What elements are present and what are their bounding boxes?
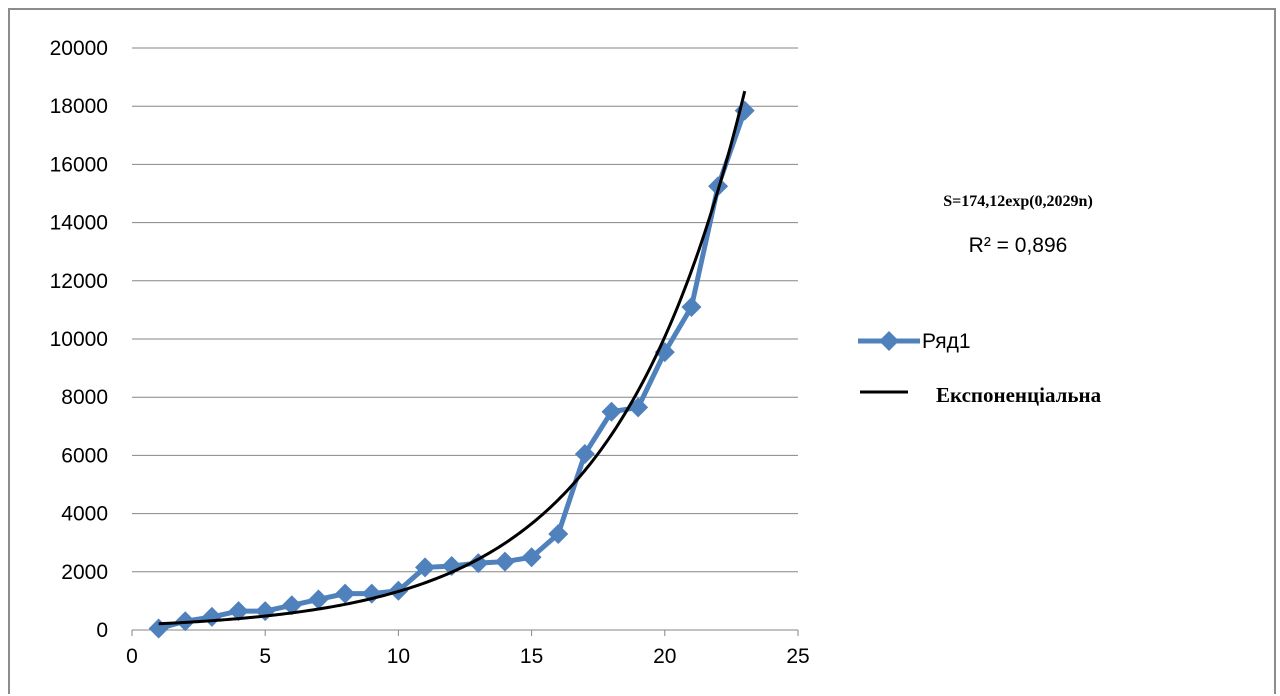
chart-svg: 0 2000 4000 6000 8000 10000 12000 14000 16000 180…	[50, 37, 1102, 668]
series-point-17	[574, 443, 595, 464]
series-point-11	[415, 557, 436, 578]
y-tick-labels: 0 2000 4000 6000 8000 10000 12000 14000 16000 180…	[50, 37, 108, 642]
x-tick-labels: 0 5 10 15 20 25	[126, 645, 810, 668]
x-tick-label-15: 15	[520, 645, 543, 668]
series-point-16	[548, 523, 569, 544]
x-tick-label-5: 5	[259, 645, 271, 668]
series-point-4	[228, 601, 249, 622]
series-layer	[148, 100, 755, 639]
trendline-r-squared: R² = 0,896	[969, 234, 1068, 257]
trendline-equation: S=174,12exp(0,2029n)	[943, 193, 1093, 210]
legend-series-marker	[879, 331, 899, 351]
y-tick-label-4000: 4000	[61, 503, 108, 526]
series-point-7	[308, 589, 329, 610]
x-tick-label-0: 0	[126, 645, 138, 668]
grid-layer	[131, 47, 799, 636]
x-tick-label-25: 25	[786, 645, 809, 668]
legend-trend-label: Експоненціальна	[936, 383, 1102, 407]
y-tick-label-14000: 14000	[50, 212, 108, 235]
y-tick-label-10000: 10000	[50, 328, 108, 351]
y-tick-label-12000: 12000	[50, 270, 108, 293]
series-point-21	[681, 296, 702, 317]
y-tick-label-8000: 8000	[61, 386, 108, 409]
x-tick-label-20: 20	[653, 645, 676, 668]
y-tick-label-20000: 20000	[50, 37, 108, 60]
series-point-6	[281, 595, 302, 616]
y-tick-label-16000: 16000	[50, 153, 108, 176]
legend: Ряд1 Експоненціальна	[858, 330, 1102, 407]
series-point-3	[201, 606, 222, 627]
chart-frame: 0 2000 4000 6000 8000 10000 12000 14000 16000 180…	[8, 8, 1276, 694]
trend-layer	[158, 90, 747, 626]
series-point-14	[494, 551, 515, 572]
y-tick-label-18000: 18000	[50, 95, 108, 118]
x-tick-label-10: 10	[387, 645, 410, 668]
series-point-18	[601, 401, 622, 422]
y-tick-label-2000: 2000	[61, 561, 108, 584]
series-line-0	[157, 109, 748, 631]
series-point-8	[335, 583, 356, 604]
series-point-15	[521, 547, 542, 568]
series-point-1	[148, 618, 169, 639]
y-tick-label-0: 0	[96, 619, 108, 642]
trendline-curve	[158, 90, 747, 626]
legend-series-label: Ряд1	[922, 330, 971, 353]
y-tick-label-6000: 6000	[61, 444, 108, 467]
